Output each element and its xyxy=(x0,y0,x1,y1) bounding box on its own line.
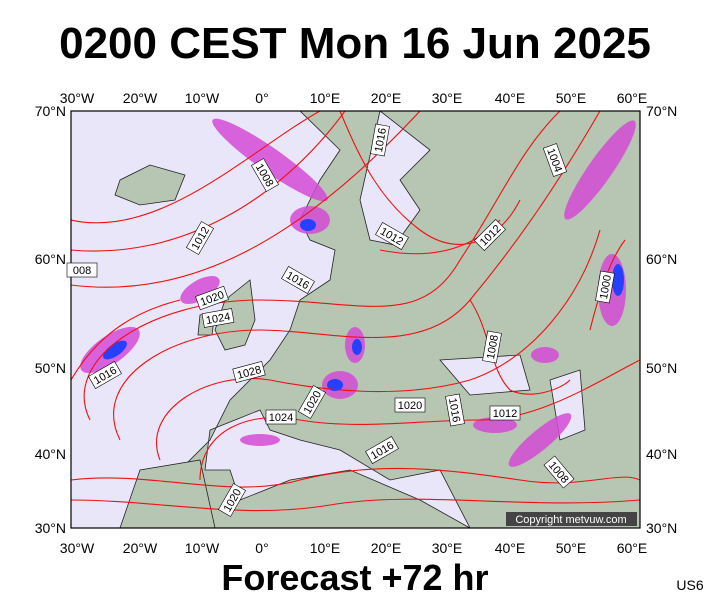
forecast: Forecast +72 hr xyxy=(221,557,488,598)
isobar-label-box xyxy=(482,330,502,364)
isobar-label-box xyxy=(445,393,465,427)
isobar-label-text: 1024 xyxy=(269,412,293,424)
map-frame xyxy=(70,110,641,529)
lat-label-left: 50°N xyxy=(35,360,66,376)
isobar-label-box xyxy=(365,436,399,464)
lat-label-right: 50°N xyxy=(646,360,677,376)
lon-label-bottom: 20°E xyxy=(371,540,402,556)
isobar-label-box xyxy=(201,308,235,328)
isobar-label-box xyxy=(195,285,229,311)
lon-label-top: 10°W xyxy=(185,90,220,106)
lat-label-left: 30°N xyxy=(35,520,66,536)
isobar-label-box xyxy=(489,405,521,421)
lat-label-left: 60°N xyxy=(35,251,66,267)
lon-label-top: 30°W xyxy=(60,90,95,106)
lon-label-top: 60°E xyxy=(617,90,648,106)
lon-label-bottom: 40°E xyxy=(495,540,526,556)
isobar-label: 1000 xyxy=(595,270,615,304)
copyright: Copyright metvuw.com xyxy=(515,514,626,526)
heavy-precipitation xyxy=(103,219,624,391)
isobar-label-box xyxy=(298,385,326,419)
lon-label-top: 50°E xyxy=(556,90,587,106)
lon-label-top: 10°E xyxy=(310,90,341,106)
isobar-label-box xyxy=(218,483,246,517)
isobar-label-box xyxy=(543,455,575,489)
lon-label-bottom: 10°W xyxy=(185,540,220,556)
isobars xyxy=(71,111,640,512)
title: 0200 CEST Mon 16 Jun 2025 xyxy=(59,19,651,68)
lon-label-top: 20°E xyxy=(371,90,402,106)
lat-label-right: 40°N xyxy=(646,446,677,462)
lon-label-bottom: 10°E xyxy=(310,540,341,556)
lon-label-bottom: 0° xyxy=(255,540,268,556)
isobar-label-box xyxy=(66,262,98,278)
lat-label-left: 70°N xyxy=(35,103,66,119)
isobar-label-text: 1024 xyxy=(205,311,231,327)
isobar-label: 1028 xyxy=(232,360,266,384)
lon-label-bottom: 30°W xyxy=(60,540,95,556)
isobar-label-box xyxy=(88,361,122,389)
isobar-label-box xyxy=(265,409,297,425)
isobar-label: 008 xyxy=(66,262,98,278)
isobar-label-box xyxy=(251,158,279,192)
isobar-label-text: 1016 xyxy=(446,397,462,423)
isobar-label-text: 1012 xyxy=(493,408,517,420)
isobar-label: 1016 xyxy=(445,393,465,427)
lon-label-bottom: 20°W xyxy=(123,540,158,556)
isobar-label: 1008 xyxy=(482,330,502,364)
code: US6 xyxy=(676,577,703,593)
lat-label-right: 70°N xyxy=(646,103,677,119)
isobar-label-text: 1016 xyxy=(373,127,389,153)
isobar-label-box xyxy=(595,270,615,304)
lon-label-bottom: 60°E xyxy=(617,540,648,556)
isobar-label-text: 008 xyxy=(73,265,91,277)
isobar-label-box xyxy=(375,222,409,250)
isobar-label-text: 1000 xyxy=(598,274,614,300)
lon-label-top: 20°W xyxy=(123,90,158,106)
isobar-label-text: 1020 xyxy=(398,400,422,412)
isobar-label-box xyxy=(542,143,568,177)
lat-label-right: 60°N xyxy=(646,251,677,267)
isobar-label: 1012 xyxy=(489,405,521,421)
isobar-label-text: 1008 xyxy=(485,334,501,360)
isobar-label-box xyxy=(186,221,214,255)
lon-label-top: 30°E xyxy=(432,90,463,106)
isobar-label: 1016 xyxy=(370,123,390,157)
lon-label-top: 0° xyxy=(255,90,268,106)
isobar-label-box xyxy=(370,123,390,157)
isobar-label-box xyxy=(232,360,266,384)
lon-label-bottom: 30°E xyxy=(432,540,463,556)
copyright-box xyxy=(506,512,637,526)
lon-label-top: 40°E xyxy=(495,90,526,106)
isobar-label: 1024 xyxy=(201,308,235,328)
isobar-label-box xyxy=(281,266,315,294)
lat-label-left: 40°N xyxy=(35,446,66,462)
isobar-label: 1020 xyxy=(394,397,426,413)
isobar-label: 1024 xyxy=(265,409,297,425)
lat-label-right: 30°N xyxy=(646,520,677,536)
labels: 30°W 30°W 20°W 20°W 10°W 10°W 0° 0° 10°E 10°E 20°E… xyxy=(35,90,678,556)
lon-label-bottom: 50°E xyxy=(556,540,587,556)
isobar-label-box xyxy=(474,219,506,251)
isobar-label-box xyxy=(394,397,426,413)
